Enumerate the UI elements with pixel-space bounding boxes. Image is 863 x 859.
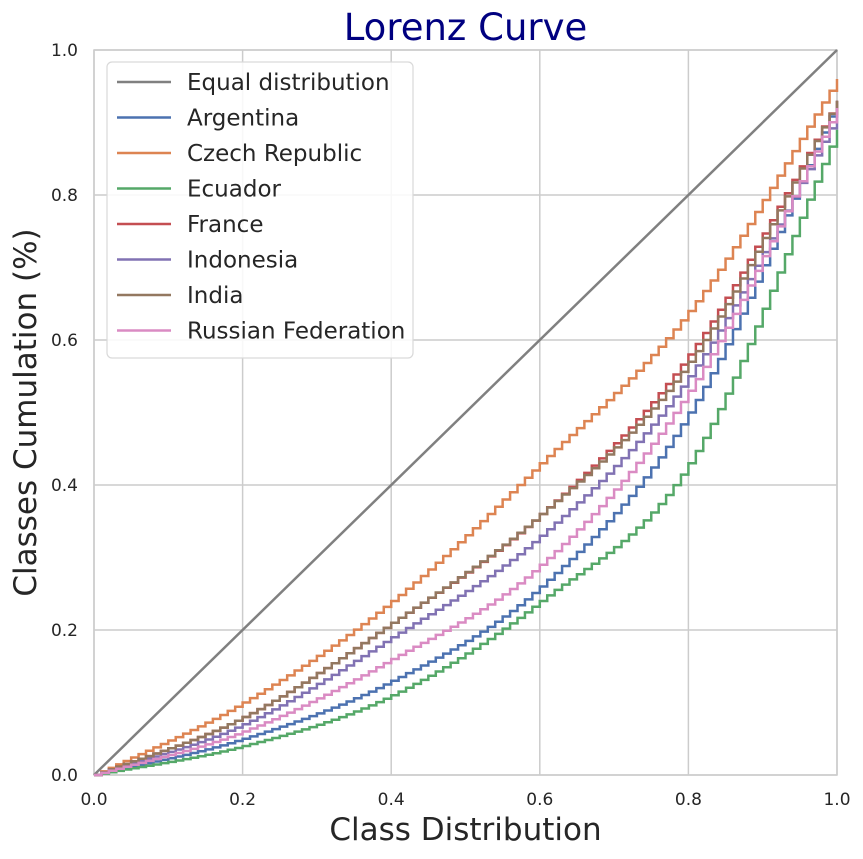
series-line-indonesia bbox=[94, 115, 839, 777]
series-line-equal-distribution bbox=[93, 49, 838, 776]
x-tick-label: 0.8 bbox=[675, 790, 702, 810]
y-tick-label: 0.8 bbox=[51, 186, 78, 206]
tick-labels: 0.0 0.2 0.4 0.6 0.8 1.0 0.0 0.2 0.4 0.6 0.8 1.0 bbox=[51, 41, 851, 810]
y-axis-label: Classes Cumulation (%) bbox=[8, 228, 44, 596]
series-line-argentina bbox=[94, 100, 839, 777]
legend-label-czech-republic: Czech Republic bbox=[187, 141, 362, 167]
series-line-india bbox=[94, 100, 839, 777]
series-line-czech-republic bbox=[94, 79, 839, 777]
series-layer bbox=[93, 49, 839, 777]
y-tick-label: 0.6 bbox=[51, 331, 78, 351]
legend-label-argentina: Argentina bbox=[187, 106, 299, 132]
legend-label-france: France bbox=[187, 212, 263, 238]
x-tick-label: 0.4 bbox=[378, 790, 405, 810]
x-axis-label: Class Distribution bbox=[329, 812, 601, 848]
x-tick-label: 0.2 bbox=[229, 790, 256, 810]
legend-label-russian-federation: Russian Federation bbox=[187, 319, 405, 345]
legend-box bbox=[106, 61, 414, 359]
series-line-ecuador bbox=[94, 129, 839, 777]
y-tick-label: 0.2 bbox=[51, 621, 78, 641]
x-tick-label: 0.0 bbox=[80, 790, 107, 810]
plot-frame bbox=[93, 49, 838, 776]
x-tick-label: 1.0 bbox=[823, 790, 850, 810]
series-line-russian-federation bbox=[94, 108, 839, 777]
x-tick-label: 0.6 bbox=[526, 790, 553, 810]
legend: Equal distribution Argentina Czech Republi… bbox=[106, 61, 414, 359]
y-tick-label: 1.0 bbox=[51, 41, 78, 61]
legend-label-equal-distribution: Equal distribution bbox=[187, 70, 390, 96]
legend-label-indonesia: Indonesia bbox=[187, 248, 298, 274]
y-tick-label: 0.4 bbox=[51, 476, 78, 496]
y-tick-label: 0.0 bbox=[51, 766, 78, 786]
legend-label-ecuador: Ecuador bbox=[187, 177, 282, 203]
chart-title: Lorenz Curve bbox=[344, 6, 588, 49]
legend-label-india: India bbox=[187, 283, 243, 309]
